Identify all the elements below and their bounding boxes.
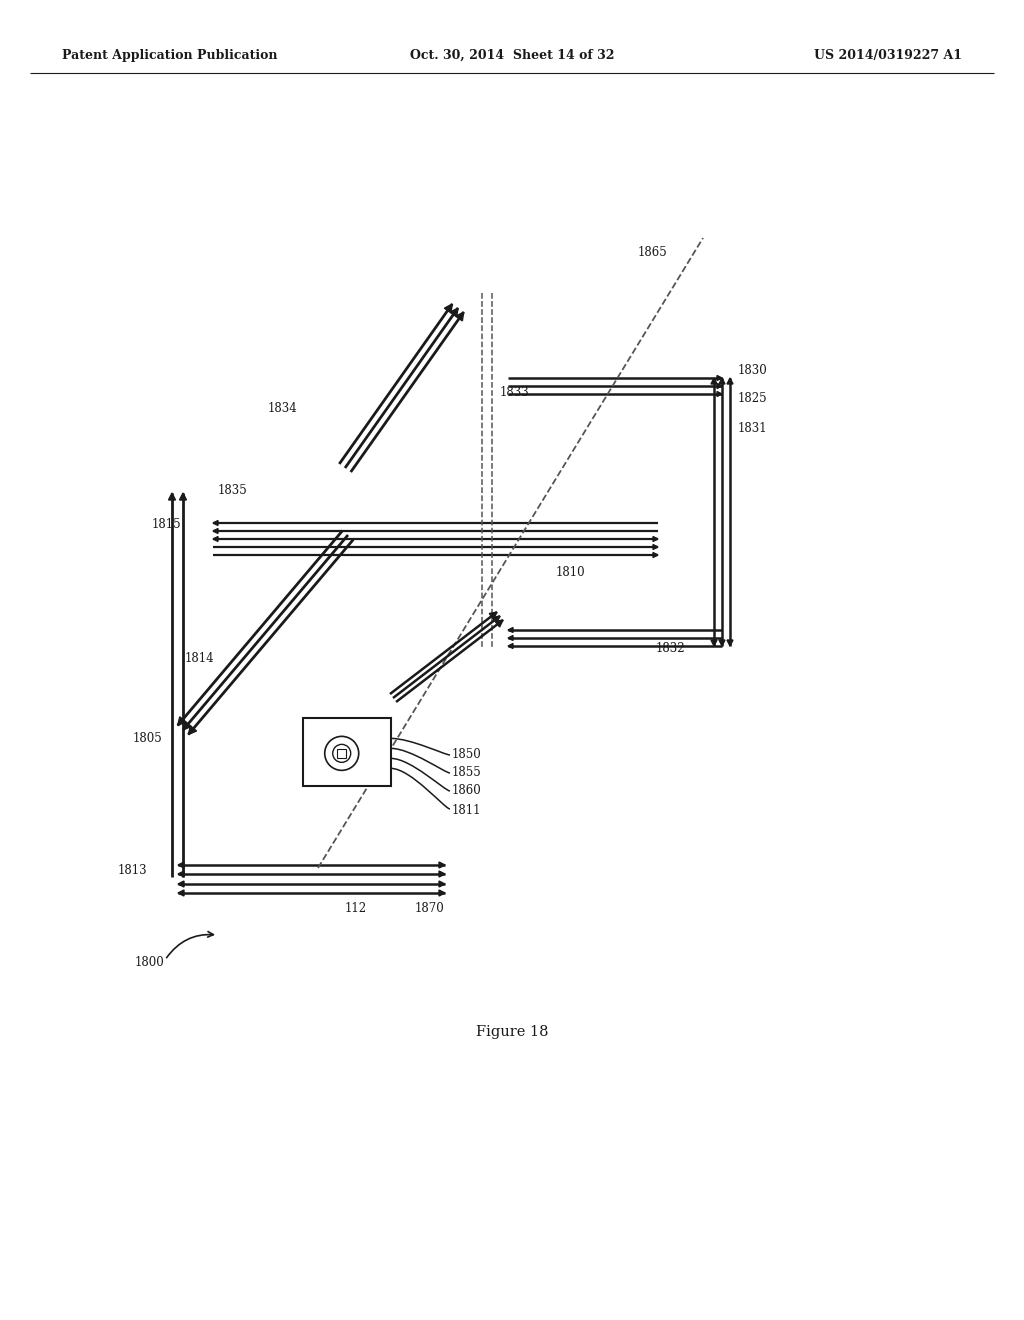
Polygon shape xyxy=(727,640,733,645)
Text: Oct. 30, 2014  Sheet 14 of 32: Oct. 30, 2014 Sheet 14 of 32 xyxy=(410,49,614,62)
Polygon shape xyxy=(213,528,218,533)
Bar xyxy=(303,718,391,785)
Polygon shape xyxy=(177,717,186,726)
Text: 1855: 1855 xyxy=(452,767,481,780)
Circle shape xyxy=(325,737,358,771)
Text: 1850: 1850 xyxy=(452,748,481,762)
Polygon shape xyxy=(451,308,458,317)
Polygon shape xyxy=(213,520,218,525)
Polygon shape xyxy=(183,721,191,730)
Text: 1805: 1805 xyxy=(133,731,163,744)
Text: Figure 18: Figure 18 xyxy=(476,1026,548,1039)
Polygon shape xyxy=(169,492,175,500)
Text: Patent Application Publication: Patent Application Publication xyxy=(62,49,278,62)
Polygon shape xyxy=(439,862,445,869)
Polygon shape xyxy=(444,304,453,313)
Text: 1811: 1811 xyxy=(452,804,481,817)
Polygon shape xyxy=(653,544,658,549)
Polygon shape xyxy=(653,553,658,557)
Text: 1815: 1815 xyxy=(152,519,181,532)
Polygon shape xyxy=(717,384,722,388)
Polygon shape xyxy=(727,378,733,384)
Text: 1814: 1814 xyxy=(185,652,215,664)
Polygon shape xyxy=(178,862,184,869)
Polygon shape xyxy=(719,378,725,384)
Text: 1813: 1813 xyxy=(118,863,147,876)
Polygon shape xyxy=(719,640,725,645)
Polygon shape xyxy=(717,392,722,396)
Text: 1833: 1833 xyxy=(500,385,529,399)
Text: US 2014/0319227 A1: US 2014/0319227 A1 xyxy=(814,49,962,62)
Text: 1835: 1835 xyxy=(218,483,248,496)
Polygon shape xyxy=(178,890,184,896)
Text: 1834: 1834 xyxy=(268,401,298,414)
Polygon shape xyxy=(496,620,503,627)
Polygon shape xyxy=(179,492,186,500)
Text: 1810: 1810 xyxy=(556,565,586,578)
Polygon shape xyxy=(213,536,218,541)
Text: 1860: 1860 xyxy=(452,784,481,797)
Polygon shape xyxy=(711,640,717,645)
Polygon shape xyxy=(178,871,184,876)
Polygon shape xyxy=(439,871,445,876)
Text: 1800: 1800 xyxy=(135,957,165,969)
Text: 1832: 1832 xyxy=(656,642,686,655)
Polygon shape xyxy=(439,880,445,887)
Text: 1865: 1865 xyxy=(638,246,668,259)
Polygon shape xyxy=(508,644,513,648)
Polygon shape xyxy=(178,880,184,887)
Polygon shape xyxy=(188,726,197,734)
Text: 1831: 1831 xyxy=(738,421,768,434)
Polygon shape xyxy=(489,612,497,619)
Polygon shape xyxy=(439,890,445,896)
Polygon shape xyxy=(508,635,513,640)
Text: 1825: 1825 xyxy=(738,392,768,404)
Circle shape xyxy=(333,744,350,763)
Text: 1830: 1830 xyxy=(738,363,768,376)
Polygon shape xyxy=(711,378,717,384)
Polygon shape xyxy=(717,375,722,380)
Bar xyxy=(337,748,346,758)
Polygon shape xyxy=(508,627,513,632)
Text: 112: 112 xyxy=(345,902,368,915)
Text: 1870: 1870 xyxy=(415,902,444,915)
Polygon shape xyxy=(653,536,658,541)
Polygon shape xyxy=(493,616,500,623)
Polygon shape xyxy=(456,312,464,321)
